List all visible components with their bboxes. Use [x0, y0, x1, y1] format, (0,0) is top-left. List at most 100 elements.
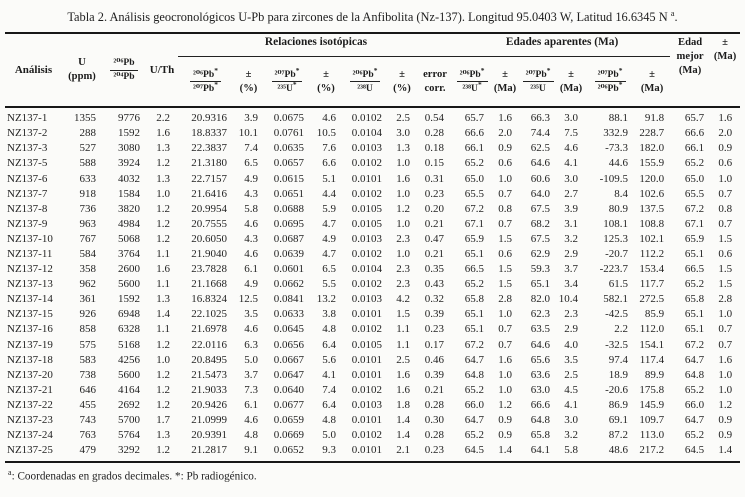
data-cell: 2.2 — [146, 106, 178, 127]
data-cell: 8.4 — [614, 187, 629, 200]
data-cell: 65.5 — [464, 187, 485, 200]
data-cell: 22.0116 — [191, 338, 227, 351]
isotope-ratio-label: ²⁰⁶Pb* ²³⁸U* — [456, 66, 488, 95]
data-cell: 0.0101 — [351, 414, 382, 426]
data-cell: 2.3 — [396, 232, 410, 245]
data-cell: 3.8 — [322, 308, 336, 321]
data-cell: 65.2 — [464, 157, 485, 170]
data-cell: 61.5 — [608, 278, 629, 291]
data-cell: 361 — [79, 293, 97, 306]
data-cell: 918 — [79, 187, 97, 200]
table-caption-text: Tabla 2. Análisis geocronológicos U-Pb p… — [67, 10, 671, 25]
data-cell: 1.4 — [710, 443, 741, 464]
data-cell: 1.5 — [498, 263, 513, 276]
col-header-pm-pct-3: ± (%) — [393, 68, 411, 94]
data-cell: 2692 — [118, 398, 140, 411]
data-cell: 5.0 — [244, 353, 258, 366]
data-cell: 3.0 — [396, 127, 410, 140]
data-cell: 1.2 — [156, 338, 170, 351]
data-cell: 6.4 — [322, 398, 336, 411]
data-cell: 7.4 — [322, 383, 336, 396]
analysis-id: NZ137-16 — [7, 323, 53, 336]
data-cell: 4.2 — [396, 293, 410, 306]
data-cell: 0.0647 — [273, 368, 304, 381]
data-cell: 65.6 — [530, 353, 551, 366]
data-cell: 4.6 — [244, 323, 258, 336]
data-cell: 4.9 — [244, 278, 258, 291]
data-cell: 125.3 — [603, 232, 629, 245]
data-cell: 0.0695 — [273, 217, 304, 230]
data-cell: 4.4 — [322, 187, 336, 200]
data-cell: 2.9 — [564, 323, 579, 336]
data-cell: 0.0105 — [351, 338, 382, 351]
data-cell: 0.0105 — [351, 202, 382, 215]
data-cell: 113.0 — [639, 429, 665, 442]
data-cell: 736 — [79, 202, 97, 215]
data-cell: 0.0103 — [351, 142, 382, 155]
data-cell: 0.7 — [718, 338, 733, 351]
data-cell: 1.3 — [396, 142, 410, 155]
data-cell: 1.4 — [396, 414, 410, 426]
data-cell: 0.0101 — [351, 308, 382, 321]
data-cell: 67.2 — [464, 202, 485, 215]
data-cell: 64.7 — [684, 414, 705, 426]
analysis-id: NZ137-1 — [5, 106, 62, 127]
data-cell: 1.0 — [498, 172, 513, 185]
data-cell: 332.9 — [603, 127, 629, 140]
data-cell: 6.3 — [244, 338, 258, 351]
data-cell: 9.1 — [233, 443, 264, 464]
data-cell: 455 — [79, 398, 97, 411]
data-cell: 1592 — [118, 293, 140, 306]
data-cell: 1.0 — [156, 353, 170, 366]
data-cell: -20.7 — [605, 247, 629, 260]
data-cell: 0.8 — [498, 202, 513, 215]
isotope-ratio-label: ²⁰⁷Pb* ²³⁵U — [522, 66, 554, 95]
data-cell: 5.6 — [322, 353, 336, 366]
data-cell: 3924 — [118, 157, 140, 170]
data-cell: 0.0103 — [351, 232, 382, 245]
data-cell: 1.2 — [156, 368, 170, 381]
data-cell: 0.9 — [718, 142, 733, 155]
data-cell: 3764 — [118, 247, 140, 260]
data-cell: 64.6 — [530, 338, 551, 351]
col-header-ratio-207pb-235u: ²⁰⁷Pb* ²³⁵U* — [264, 57, 310, 108]
data-cell: 7.5 — [564, 127, 579, 140]
data-cell: 1.2 — [156, 217, 170, 230]
data-cell: 97.4 — [608, 353, 629, 366]
data-cell: 0.21 — [424, 383, 445, 396]
data-cell: 0.0633 — [273, 308, 304, 321]
data-cell: 21.2817 — [178, 443, 233, 464]
data-cell: 4.5 — [564, 383, 579, 396]
table-row: NZ137-10 767 5068 1.2 20.6050 4.3 0.0687 4.9 0.0… — [5, 232, 740, 247]
data-cell: 0.9 — [498, 142, 513, 155]
col-header-pm-ma-3: ± (Ma) — [640, 68, 664, 94]
col-header-206pb-204pb: ²⁰⁶Pb ²⁰⁴Pb — [102, 33, 146, 107]
data-cell: 65.1 — [684, 323, 705, 336]
data-cell: 0.0102 — [342, 106, 388, 127]
analysis-id: NZ137-15 — [7, 308, 53, 321]
data-cell: 0.7 — [718, 323, 733, 336]
data-cell: 0.0102 — [351, 323, 382, 336]
data-cell: 5.0 — [322, 429, 336, 442]
data-cell: 5.1 — [322, 172, 336, 185]
data-cell: 1.6 — [490, 106, 521, 127]
data-cell: 22.1025 — [191, 308, 227, 321]
isotope-ratio-label: ²⁰⁷Pb* ²³⁵U* — [271, 66, 303, 95]
col-header-ratio-206pb-207pb: ²⁰⁶Pb* ²⁰⁷Pb* — [178, 57, 233, 108]
data-cell: 65.2 — [464, 383, 485, 396]
data-cell: 2600 — [118, 263, 140, 276]
data-cell: 21.9033 — [191, 383, 227, 396]
data-cell: 64.7 — [684, 353, 705, 366]
data-cell: 65.7 — [670, 106, 711, 127]
data-cell: 0.8 — [718, 202, 733, 215]
data-cell: 0.0102 — [351, 278, 382, 291]
data-cell: 0.0651 — [273, 187, 304, 200]
data-cell: 1.0 — [718, 383, 733, 396]
data-cell: 6948 — [118, 308, 140, 321]
data-cell: 1355 — [62, 106, 102, 127]
data-cell: 3.4 — [564, 278, 579, 291]
data-cell: 4.7 — [322, 247, 336, 260]
data-cell: 12.5 — [238, 293, 258, 306]
analysis-id: NZ137-7 — [7, 187, 48, 200]
